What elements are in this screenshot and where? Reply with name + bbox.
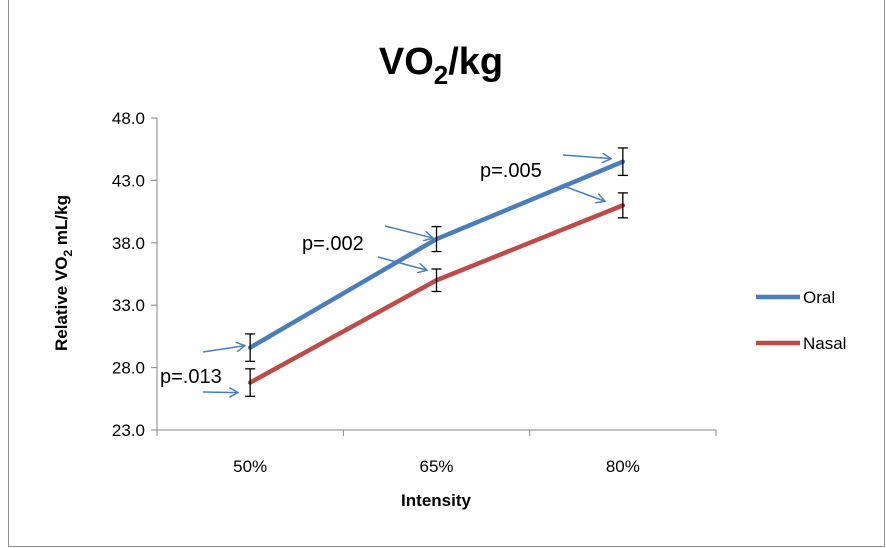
chart-frame — [8, 0, 885, 547]
y-tick-labels: 23.0 28.0 33.0 38.0 43.0 48.0 — [112, 109, 145, 440]
x-tick-label: 65% — [419, 457, 453, 476]
y-tick-label: 33.0 — [112, 296, 145, 315]
error-bars — [245, 147, 628, 397]
legend-label-nasal: Nasal — [803, 334, 846, 353]
x-tick-labels: 50% 65% 80% — [233, 457, 640, 476]
annotation-arrow — [562, 155, 611, 159]
y-tick-label: 23.0 — [112, 421, 145, 440]
error-bar-nasal — [617, 192, 628, 219]
error-bar-oral — [617, 147, 628, 177]
error-bar-oral — [431, 225, 442, 253]
y-tick-label: 48.0 — [112, 109, 145, 128]
legend-label-oral: Oral — [803, 288, 835, 307]
annotation-arrow — [377, 256, 427, 270]
x-tick-label: 50% — [233, 457, 267, 476]
error-bar-oral — [245, 333, 256, 363]
p-value-label: p=.013 — [160, 366, 222, 388]
p-value-label: p=.005 — [480, 160, 542, 182]
y-tick-label: 28.0 — [112, 359, 145, 378]
error-bar-nasal — [431, 268, 442, 293]
legend: Oral Nasal — [756, 288, 846, 353]
p-value-label: p=.002 — [302, 233, 364, 255]
annotations: p=.013 p=.002 p=.005 — [160, 155, 611, 393]
x-tick-label: 80% — [606, 457, 640, 476]
y-tick-label: 38.0 — [112, 234, 145, 253]
chart-title: VO2/kg — [379, 41, 503, 90]
y-tick-label: 43.0 — [112, 171, 145, 190]
error-bar-nasal — [245, 368, 256, 397]
x-axis-title: Intensity — [401, 491, 471, 510]
annotation-arrow — [560, 184, 605, 201]
y-axis-title: Relative VO2 mL/kg — [52, 195, 75, 351]
axes — [151, 117, 717, 436]
annotation-arrow — [202, 346, 245, 353]
annotation-arrow — [384, 225, 433, 238]
annotation-arrow — [202, 392, 238, 393]
